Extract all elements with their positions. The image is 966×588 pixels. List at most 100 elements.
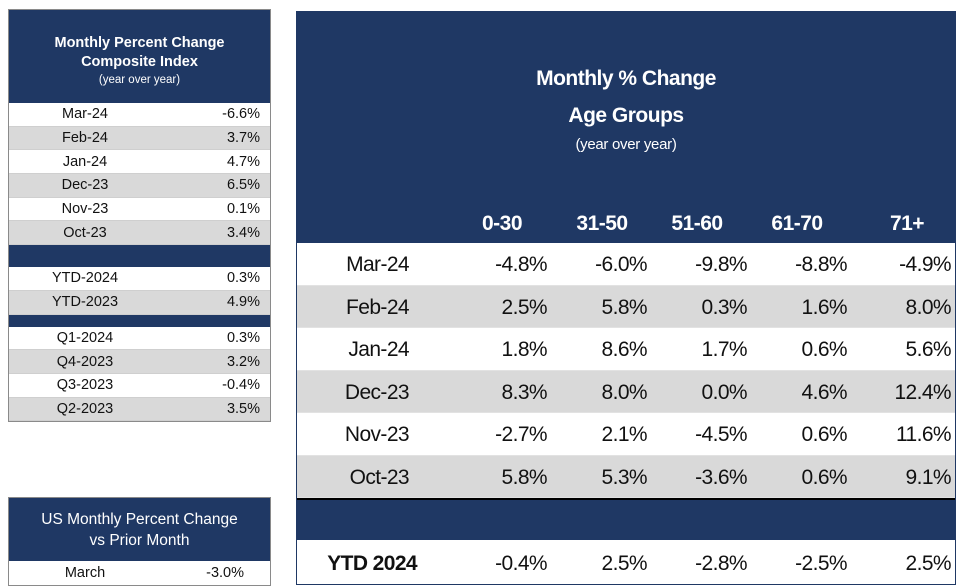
row-value: -0.4% <box>222 377 260 394</box>
table-row: March -3.0% <box>9 561 270 585</box>
row-value: 8.0% <box>601 380 648 404</box>
row-value: 4.9% <box>226 294 260 311</box>
row-label: March <box>64 565 106 581</box>
row-label: Q2-2023 <box>56 400 114 417</box>
row-label: Feb-24 <box>346 295 410 319</box>
us-title-line1: US Monthly Percent Change <box>41 511 238 528</box>
row-value: 0.3% <box>226 329 260 346</box>
row-value: 8.6% <box>601 338 648 361</box>
us-monthly-change-table: US Monthly Percent Change vs Prior Month… <box>8 497 271 586</box>
us-title-line2: vs Prior Month <box>89 532 190 549</box>
us-header: US Monthly Percent Change vs Prior Month <box>9 498 270 561</box>
row-value: 5.8% <box>601 295 648 319</box>
row-label: YTD-2023 <box>51 294 119 311</box>
row-value: -2.7% <box>495 423 547 446</box>
composite-ytd-rows: YTD-2024 0.3% YTD-2023 4.9% <box>9 267 270 315</box>
table-row: Mar-24 -6.6% <box>9 103 270 127</box>
row-label: Q1-2024 <box>56 329 114 346</box>
column-header-1: 0-30 <box>481 212 523 235</box>
age-header: Monthly % Change Age Groups (year over y… <box>297 12 955 243</box>
row-label: Q3-2023 <box>56 377 114 394</box>
row-value: 2.5% <box>501 295 548 319</box>
table-row: Nov-23 -2.7% 2.1% -4.5% 0.6% 11.6% <box>297 413 955 456</box>
row-label: Jan-24 <box>348 338 409 361</box>
row-label: Dec-23 <box>344 380 410 404</box>
row-label: Mar-24 <box>346 253 410 276</box>
row-value: -3.0% <box>206 565 244 581</box>
row-value: 0.1% <box>226 201 260 218</box>
row-value: 5.3% <box>601 465 648 489</box>
row-value: 8.0% <box>905 295 952 319</box>
row-label: Nov-23 <box>61 201 109 218</box>
row-value: -3.6% <box>695 465 747 489</box>
row-value: 11.6% <box>896 423 952 446</box>
age-title-line2: Age Groups <box>568 104 684 127</box>
row-value: -4.9% <box>899 253 951 276</box>
table-row: Dec-23 8.3% 8.0% 0.0% 4.6% 12.4% <box>297 370 955 413</box>
row-value: 5.6% <box>905 338 952 361</box>
age-title-line1: Monthly % Change <box>536 67 716 90</box>
row-value: 0.6% <box>801 338 848 361</box>
composite-monthly-rows: Mar-24 -6.6% Feb-24 3.7% Jan-24 4.7% Dec-23 6.5… <box>9 103 270 246</box>
row-value: 0.0% <box>701 380 748 404</box>
row-label: Oct-23 <box>349 465 410 489</box>
row-value: 1.6% <box>801 295 848 319</box>
composite-separator <box>9 245 270 268</box>
row-label: Oct-23 <box>63 224 107 241</box>
row-value: 0.6% <box>801 423 848 446</box>
row-value: 0.3% <box>226 270 260 287</box>
row-label: Dec-23 <box>61 177 109 194</box>
row-value: -2.5% <box>795 552 847 575</box>
age-title: Monthly % Change Age Groups <box>297 60 955 134</box>
row-value: -4.8% <box>495 253 547 276</box>
age-rows: Mar-24 -4.8% -6.0% -9.8% -8.8% -4.9% Feb-24 2.5… <box>297 243 955 498</box>
row-value: -0.4% <box>495 552 547 575</box>
row-value: -4.5% <box>695 423 747 446</box>
row-value: 3.7% <box>226 130 260 147</box>
age-separator <box>297 498 955 540</box>
row-label: Q4-2023 <box>56 353 114 370</box>
table-row: Feb-24 3.7% <box>9 126 270 151</box>
composite-subtitle: (year over year) <box>98 74 181 86</box>
row-value: 4.7% <box>226 153 260 170</box>
composite-separator <box>9 314 270 327</box>
row-value: 0.6% <box>801 465 848 489</box>
row-value: -9.8% <box>695 253 747 276</box>
row-value: 2.1% <box>601 423 648 446</box>
row-value: 5.8% <box>501 465 548 489</box>
row-value: -6.6% <box>222 106 260 123</box>
column-header-4: 61-70 <box>771 212 823 235</box>
row-value: 8.3% <box>501 380 548 404</box>
row-label: Jan-24 <box>62 153 108 170</box>
age-column-headers: 0-30 31-50 51-60 61-70 71+ <box>297 212 955 236</box>
row-value: 3.4% <box>226 224 260 241</box>
row-label: Mar-24 <box>62 106 108 123</box>
age-subtitle: (year over year) <box>575 136 677 153</box>
row-label: Feb-24 <box>62 130 108 147</box>
table-row: Mar-24 -4.8% -6.0% -9.8% -8.8% -4.9% <box>297 243 955 286</box>
table-row: Q1-2024 0.3% <box>9 327 270 351</box>
row-value: 2.5% <box>601 552 648 575</box>
row-value: -2.8% <box>695 552 747 575</box>
row-value: 3.5% <box>226 400 260 417</box>
table-row: Q3-2023 -0.4% <box>9 374 270 398</box>
table-row: Nov-23 0.1% <box>9 198 270 222</box>
composite-quarterly-rows: Q1-2024 0.3% Q4-2023 3.2% Q3-2023 -0.4% Q2-202… <box>9 327 270 422</box>
row-value: 6.5% <box>226 177 260 194</box>
composite-index-table: Monthly Percent Change Composite Index (… <box>8 9 271 423</box>
row-value: -6.0% <box>595 253 647 276</box>
composite-title-line1: Monthly Percent Change <box>54 35 225 51</box>
column-header-5: 71+ <box>889 212 925 235</box>
row-value: 1.7% <box>701 338 748 361</box>
row-value: 12.4% <box>894 380 951 404</box>
row-value: 0.3% <box>701 295 748 319</box>
table-row: Feb-24 2.5% 5.8% 0.3% 1.6% 8.0% <box>297 285 955 328</box>
row-value: 9.1% <box>905 465 952 489</box>
table-row: Jan-24 1.8% 8.6% 1.7% 0.6% 5.6% <box>297 328 955 371</box>
column-header-3: 51-60 <box>671 212 723 235</box>
column-header-2: 31-50 <box>576 212 628 235</box>
row-label: YTD 2024 <box>327 552 417 575</box>
table-row: Oct-23 5.8% 5.3% -3.6% 0.6% 9.1% <box>297 455 955 498</box>
composite-title-line2: Composite Index <box>81 54 198 70</box>
table-row: Q4-2023 3.2% <box>9 350 270 374</box>
